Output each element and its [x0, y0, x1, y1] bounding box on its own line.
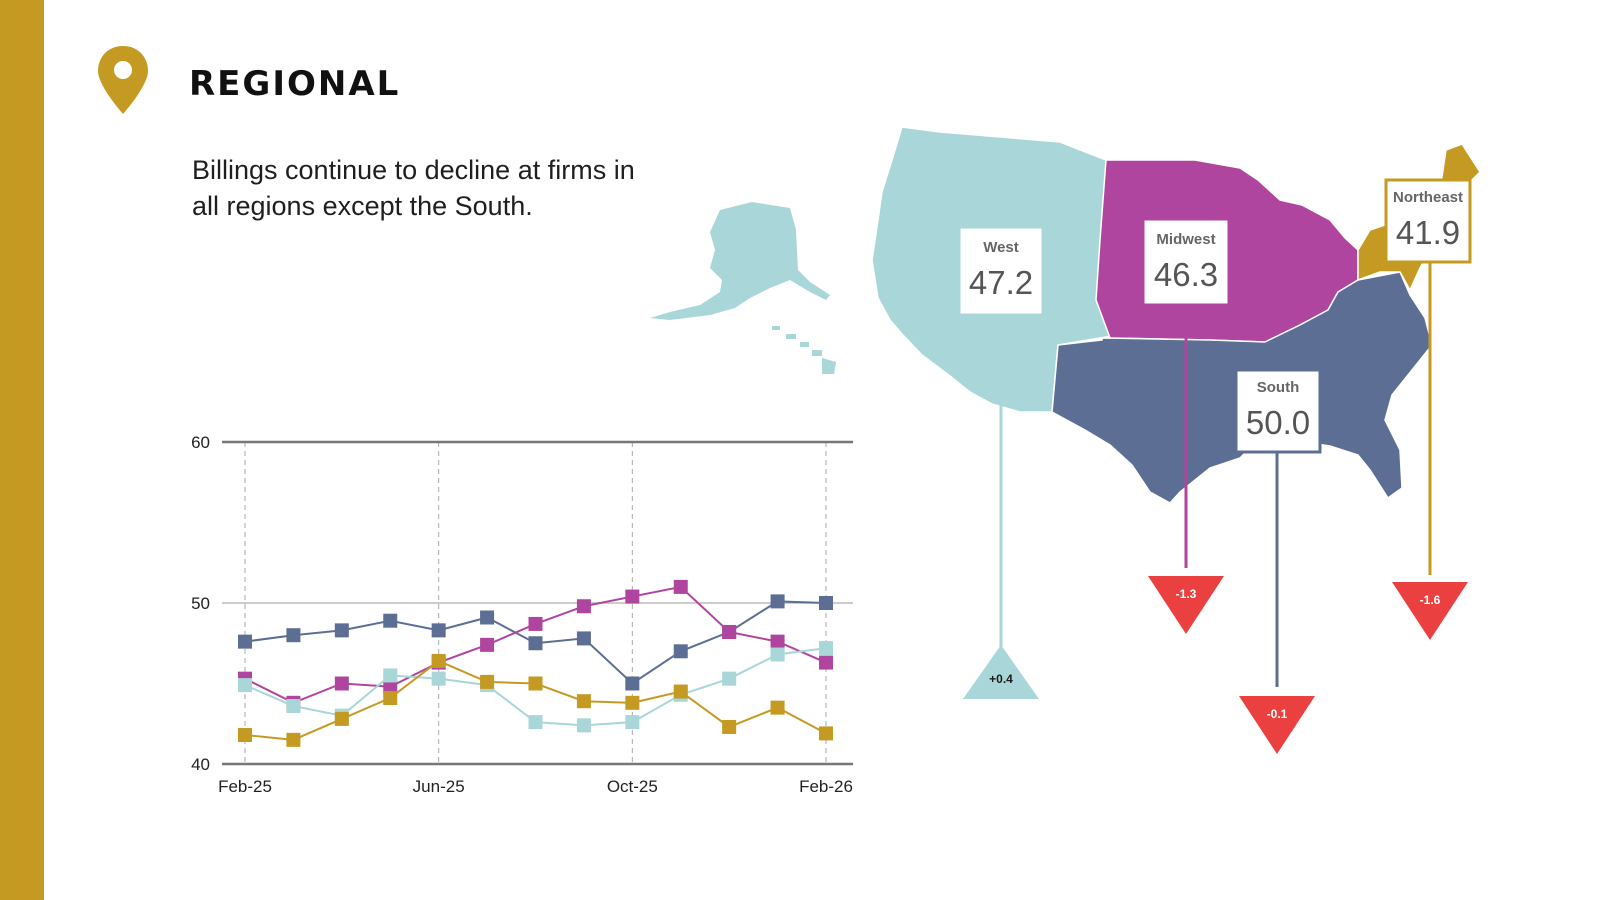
- data-point: [722, 671, 737, 686]
- location-pin-icon: [98, 46, 148, 114]
- y-tick-label: 50: [191, 594, 210, 613]
- northeast-region-value: 41.9: [1396, 214, 1460, 251]
- data-point: [383, 679, 398, 694]
- south-change-value: -0.1: [1267, 707, 1288, 721]
- hawaii-shape: [772, 326, 836, 374]
- data-point: [334, 676, 349, 691]
- data-point: [286, 732, 301, 747]
- data-point: [770, 634, 785, 649]
- data-point: [334, 711, 349, 726]
- data-point: [770, 700, 785, 715]
- midwest-label-box: [1144, 220, 1228, 304]
- data-point: [480, 674, 495, 689]
- series-3: [238, 653, 833, 747]
- midwest-callout: Midwest 46.3 -1.3: [1144, 220, 1228, 634]
- data-point: [625, 676, 640, 691]
- south-label-box: [1234, 368, 1322, 454]
- west-change-value: +0.4: [989, 672, 1013, 686]
- regional-line-chart: 40 50 60 Feb-25 Jun-25 Oct-25 Feb-26: [191, 433, 853, 796]
- south-callout: South 50.0 -0.1: [1234, 368, 1322, 754]
- midwest-change-indicator: [1148, 576, 1224, 634]
- accent-side-bar: [0, 0, 44, 900]
- page-title: REGIONAL: [189, 64, 401, 104]
- data-point: [576, 718, 591, 733]
- y-tick-label: 60: [191, 433, 210, 452]
- data-point: [286, 699, 301, 714]
- west-label-box: [960, 228, 1042, 314]
- map-overlays: West 47.2 +0.4 Midwest 46.3 -1.3 South 50.0 -0.1…: [960, 178, 1472, 754]
- data-point: [625, 589, 640, 604]
- data-point: [673, 684, 688, 699]
- data-point: [722, 624, 737, 639]
- data-point: [528, 616, 543, 631]
- data-point: [819, 641, 833, 656]
- x-tick-label: Oct-25: [607, 777, 658, 796]
- northeast-callout: Northeast 41.9 -1.6: [1384, 178, 1472, 640]
- data-point: [576, 599, 591, 614]
- data-point: [383, 668, 398, 683]
- data-point: [673, 579, 688, 594]
- data-point: [431, 671, 446, 686]
- midwest-region-value: 46.3: [1154, 256, 1218, 293]
- data-point: [334, 623, 349, 638]
- data-point: [673, 644, 688, 659]
- horizontal-gridlines: [222, 440, 853, 766]
- data-point: [238, 728, 252, 743]
- data-point: [819, 655, 833, 670]
- x-axis-labels: Feb-25 Jun-25 Oct-25 Feb-26: [218, 777, 853, 796]
- west-callout: West 47.2 +0.4: [960, 228, 1042, 699]
- x-tick-label: Feb-26: [799, 777, 853, 796]
- y-tick-label: 40: [191, 755, 210, 774]
- south-change-indicator: [1239, 696, 1315, 754]
- data-point: [480, 610, 495, 625]
- south-region-name: South: [1257, 379, 1300, 396]
- data-point: [722, 719, 737, 734]
- south-region-value: 50.0: [1246, 404, 1310, 441]
- data-point: [383, 613, 398, 628]
- west-region-value: 47.2: [969, 264, 1033, 301]
- data-point: [286, 628, 301, 643]
- northeast-change-value: -1.6: [1420, 593, 1441, 607]
- data-point: [819, 726, 833, 741]
- regional-map: West 47.2 +0.4 Midwest 46.3 -1.3 South 50.0 -0.1…: [650, 126, 1481, 754]
- data-point: [528, 715, 543, 730]
- data-point: [625, 715, 640, 730]
- data-point: [431, 623, 446, 638]
- midwest-region-name: Midwest: [1156, 231, 1215, 248]
- west-region-name: West: [983, 239, 1019, 256]
- data-point: [480, 637, 495, 652]
- page-subtitle: Billings continue to decline at firms in…: [192, 155, 635, 221]
- northeast-change-indicator: [1392, 582, 1468, 640]
- data-point: [770, 594, 785, 609]
- data-point: [528, 636, 543, 651]
- data-point: [238, 678, 252, 693]
- x-tick-label: Feb-25: [218, 777, 272, 796]
- northeast-label-box: [1384, 178, 1472, 264]
- x-tick-label: Jun-25: [413, 777, 465, 796]
- alaska-shape: [650, 202, 830, 320]
- data-point: [819, 596, 833, 610]
- data-point: [576, 694, 591, 709]
- data-point: [625, 695, 640, 710]
- series-layer: [238, 579, 833, 747]
- west-change-indicator: [963, 645, 1039, 699]
- data-point: [528, 676, 543, 691]
- data-point: [576, 631, 591, 646]
- y-axis-labels: 40 50 60: [191, 433, 210, 774]
- data-point: [770, 647, 785, 662]
- midwest-change-value: -1.3: [1176, 587, 1197, 601]
- data-point: [431, 653, 446, 668]
- northeast-region-name: Northeast: [1393, 189, 1463, 206]
- data-point: [383, 690, 398, 705]
- data-point: [238, 634, 252, 649]
